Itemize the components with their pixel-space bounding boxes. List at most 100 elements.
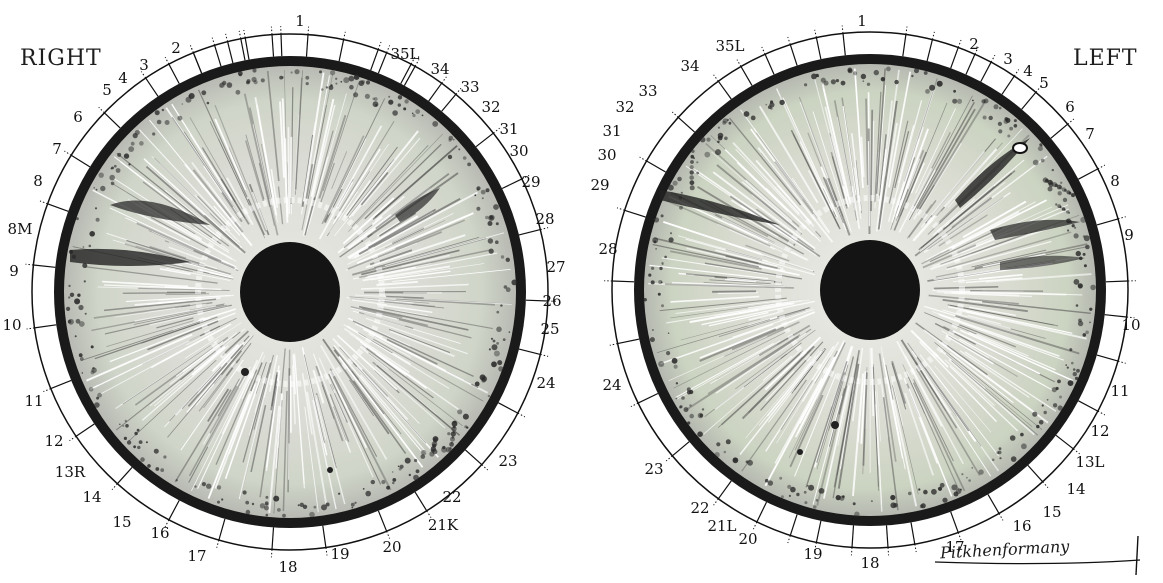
iris-speckle: [874, 70, 879, 75]
zone-tick-dotted: [112, 484, 117, 490]
iris-speckle: [652, 329, 654, 331]
iris-speckle: [260, 503, 265, 508]
zone-tick: [429, 83, 442, 101]
iris-speckle: [111, 182, 115, 186]
zone-label: 1: [857, 12, 867, 30]
iris-speckle: [811, 74, 817, 80]
zone-tick: [718, 481, 731, 499]
iris-speckle: [890, 495, 895, 500]
iris-speckle: [890, 502, 896, 508]
iris-speckle: [1072, 224, 1075, 227]
zone-tick-dotted: [43, 389, 50, 392]
iris-speckle: [128, 146, 134, 152]
iris-speckle: [1014, 119, 1017, 122]
zone-tick: [672, 442, 689, 456]
iris-speckle: [1052, 387, 1057, 392]
iris-speckle: [816, 499, 819, 502]
iris-speckle: [188, 95, 191, 98]
zone-label: 21K: [428, 516, 459, 534]
iris-speckle: [673, 181, 678, 186]
zone-tick-dotted: [666, 456, 672, 461]
zone-tick-dotted: [915, 544, 916, 552]
iris-speckle: [291, 71, 293, 73]
iris-speckle: [128, 163, 130, 165]
zone-tick: [625, 210, 646, 217]
zone-tick-dotted: [610, 344, 618, 346]
iris-speckle: [674, 365, 678, 369]
zone-tick: [790, 514, 797, 535]
iris-speckle: [1089, 308, 1092, 311]
iris-speckle: [375, 104, 377, 106]
iris-speckle: [246, 510, 251, 515]
iris-speckle: [1055, 203, 1057, 205]
zone-label: 18: [278, 558, 297, 576]
iris-speckle: [496, 222, 499, 225]
iris-speckle: [76, 217, 79, 220]
iris-speckle: [381, 480, 385, 484]
zone-tick-dotted: [851, 547, 852, 555]
iris-speckle: [254, 80, 258, 84]
iris-speckle: [768, 480, 773, 485]
iris-speckle: [938, 487, 942, 491]
zone-tick-dotted: [672, 112, 678, 117]
zone-tick: [502, 179, 522, 189]
iris-speckle: [839, 496, 844, 501]
iris-speckle: [921, 503, 926, 508]
iris-speckle: [1071, 193, 1075, 197]
iris-speckle: [70, 293, 74, 297]
iris-speckle: [306, 82, 309, 85]
iris-speckle: [672, 358, 678, 364]
iris-speckle: [998, 122, 1002, 126]
iris-speckle: [361, 80, 365, 84]
iris-speckle: [914, 68, 919, 73]
zone-tick-dotted: [27, 328, 35, 329]
iris-speckle: [1058, 191, 1062, 195]
iris-speckle: [999, 107, 1002, 110]
zone-tick-dotted: [617, 208, 625, 211]
iris-speckle: [658, 293, 661, 296]
zone-tick-dotted: [40, 201, 48, 204]
zone-tick-dotted: [999, 513, 1003, 520]
iris-fiber: [289, 350, 290, 444]
zone-label: 11: [24, 392, 43, 410]
iris-speckle: [1063, 198, 1067, 202]
iris-speckle: [861, 74, 866, 79]
iris-speckle: [331, 84, 333, 86]
iris-speckle: [416, 469, 420, 473]
iris-speckle: [491, 338, 493, 340]
iris-speckle: [95, 207, 97, 209]
iris-speckle: [398, 103, 401, 106]
iris-speckle: [338, 493, 340, 495]
zone-tick: [927, 40, 932, 61]
zone-tick-dotted: [378, 42, 381, 50]
zone-label: 30: [509, 142, 528, 160]
iris-speckle: [392, 482, 395, 485]
iris-speckle: [201, 90, 206, 95]
zone-tick: [378, 511, 386, 531]
iris-speckle: [298, 504, 300, 506]
iris-speckle: [503, 338, 506, 341]
zone-label: 32: [481, 98, 500, 116]
zone-tick-dotted: [482, 465, 488, 470]
iris-speckle: [66, 307, 70, 311]
iris-speckle: [117, 153, 121, 157]
iris-speckle: [1044, 411, 1047, 414]
zone-tick: [1056, 435, 1073, 449]
iris-speckle: [765, 104, 767, 106]
iris-speckle: [661, 304, 664, 307]
iris-speckle: [1039, 420, 1044, 425]
iris-speckle: [93, 187, 95, 189]
iris-speckle: [363, 488, 365, 490]
iris-speckle: [68, 296, 70, 298]
iris-speckle: [726, 439, 731, 444]
zone-label: 35L: [715, 37, 744, 55]
zone-tick: [35, 325, 57, 328]
iris-speckle: [718, 133, 724, 139]
iris-speckle: [689, 175, 694, 180]
iris-speckle: [790, 487, 796, 493]
iris-speckle: [261, 78, 265, 82]
iris-speckle: [998, 129, 1002, 133]
iris-speckle: [824, 81, 829, 86]
iris-speckle: [676, 398, 678, 400]
iris-speckle: [463, 156, 467, 160]
